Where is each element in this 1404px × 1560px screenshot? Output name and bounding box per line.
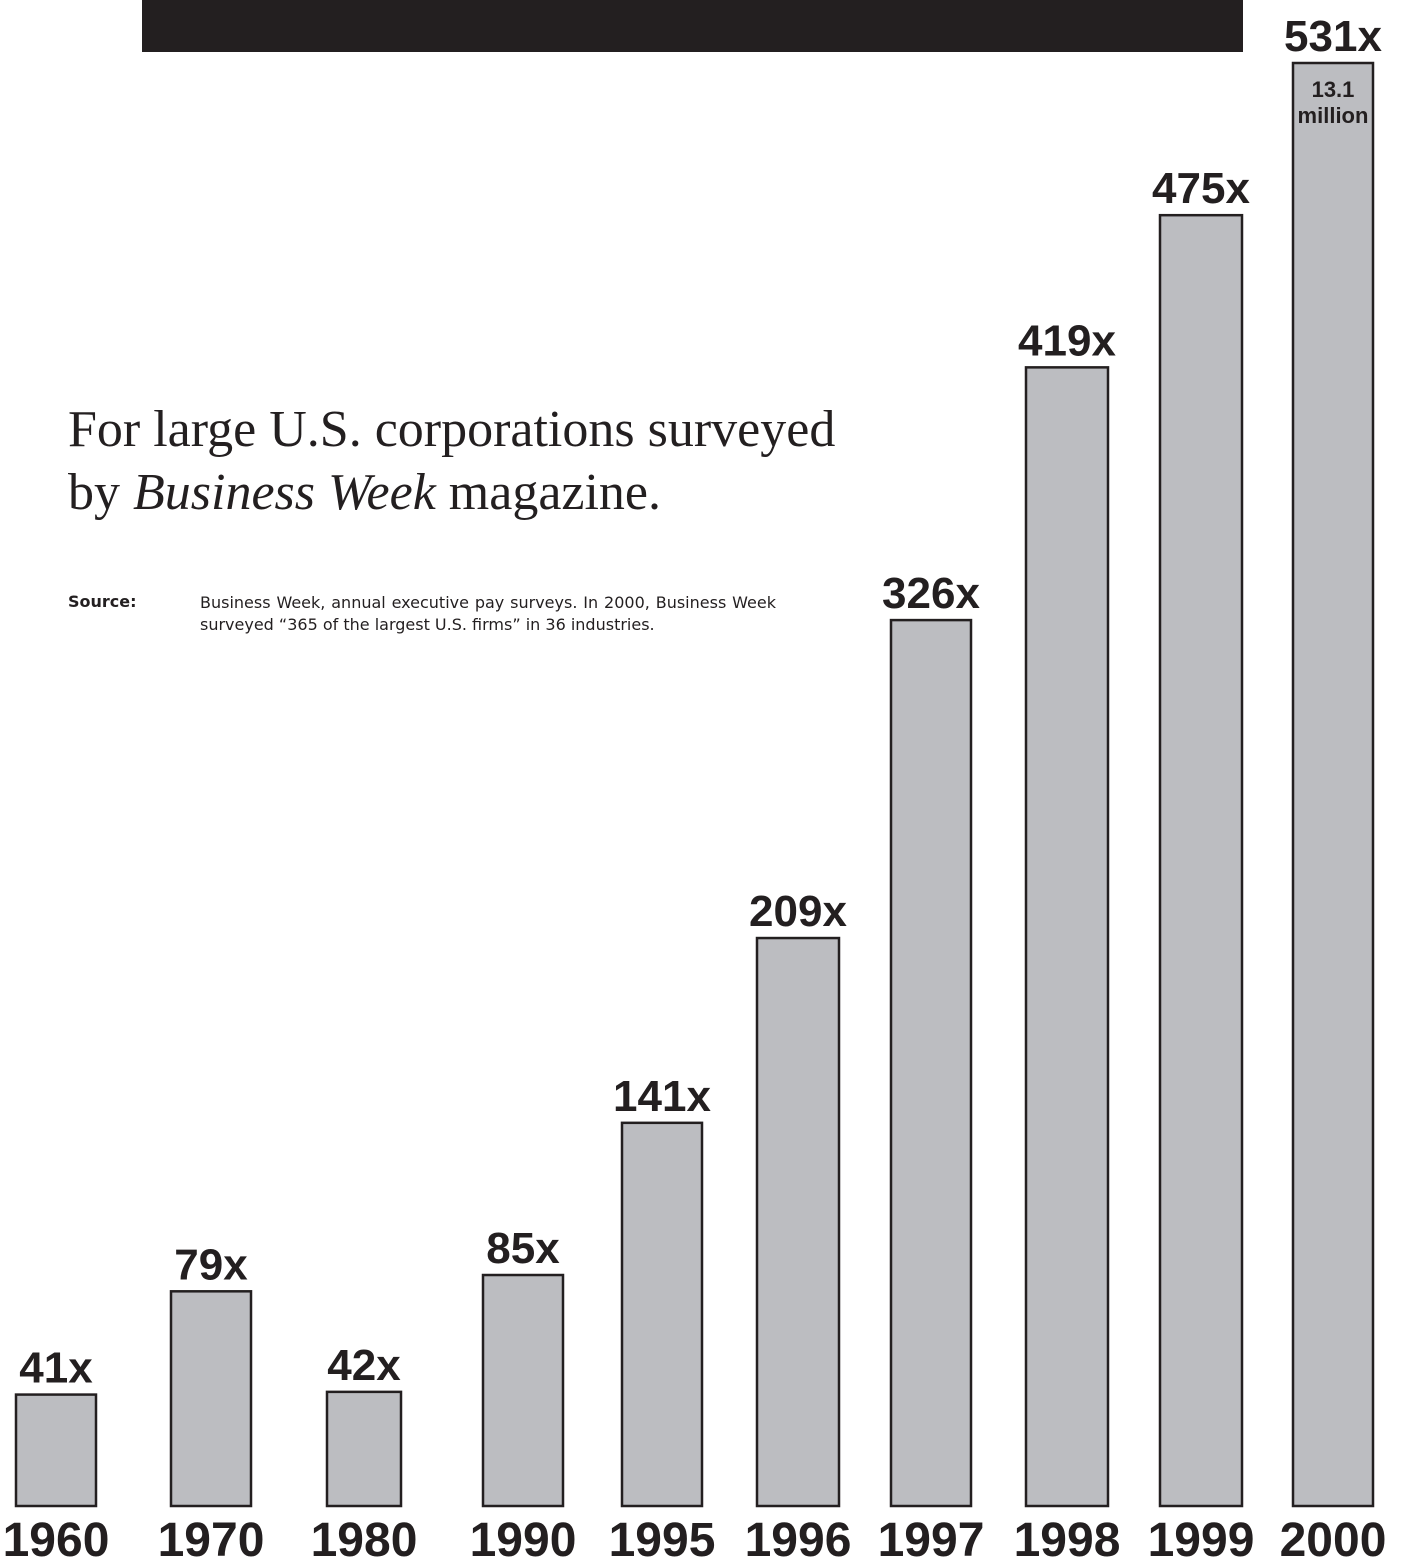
bar-2000: [1291, 61, 1375, 1508]
year-label-1997: 1997: [878, 1514, 985, 1560]
value-label-1998: 419x: [1018, 316, 1116, 365]
bar-1990: [481, 1273, 565, 1508]
publication-name: Business Week: [133, 464, 436, 521]
bar-annotation-2000-1: 13.1: [1312, 77, 1355, 102]
value-label-1990: 85x: [486, 1224, 560, 1273]
bar-1970: [169, 1290, 253, 1508]
value-label-1995: 141x: [613, 1072, 711, 1121]
bar-1996: [755, 936, 841, 1508]
year-label-1980: 1980: [311, 1514, 418, 1560]
headline-line-1: For large U.S. corporations surveyed: [68, 401, 836, 458]
value-label-2000: 531x: [1284, 12, 1382, 61]
year-label-1996: 1996: [745, 1514, 852, 1560]
value-label-1960: 41x: [19, 1344, 93, 1393]
year-label-1998: 1998: [1014, 1514, 1121, 1560]
year-label-1999: 1999: [1148, 1514, 1255, 1560]
value-label-1997: 326x: [882, 569, 980, 618]
year-label-1995: 1995: [609, 1514, 716, 1560]
source-label: Source:: [68, 592, 137, 611]
value-label-1999: 475x: [1152, 164, 1250, 213]
headline-prefix: by: [68, 464, 133, 521]
bar-1995: [620, 1121, 704, 1508]
headline-suffix: magazine.: [435, 464, 662, 521]
chart-headline: For large U.S. corporations surveyed by …: [68, 398, 948, 524]
bar-1980: [325, 1390, 403, 1508]
bar-1998: [1024, 366, 1110, 1508]
value-label-1970: 79x: [174, 1240, 248, 1289]
bar-1960: [14, 1393, 98, 1508]
value-label-1996: 209x: [749, 887, 847, 936]
year-label-1970: 1970: [158, 1514, 265, 1560]
year-label-2000: 2000: [1280, 1514, 1387, 1560]
headline-line-2: by Business Week magazine.: [68, 461, 948, 524]
bar-annotation-2000-2: million: [1298, 103, 1369, 128]
bar-1999: [1158, 213, 1244, 1508]
year-label-1960: 1960: [3, 1514, 110, 1560]
bar-1997: [889, 618, 973, 1508]
value-label-1980: 42x: [327, 1341, 401, 1390]
year-label-1990: 1990: [470, 1514, 577, 1560]
top-banner-bar: [142, 0, 1243, 52]
source-note: Business Week, annual executive pay surv…: [200, 593, 776, 634]
